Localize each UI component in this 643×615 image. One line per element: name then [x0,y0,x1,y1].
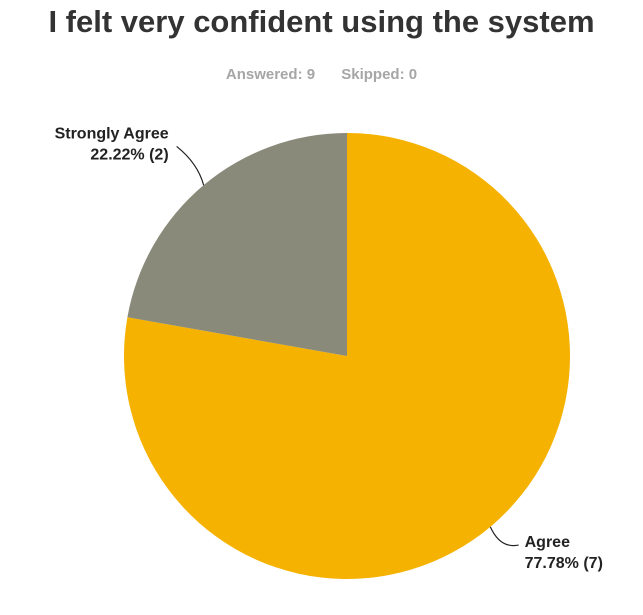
slice-label-name: Agree [525,534,570,551]
pie-slice-agree [124,133,571,579]
leader-line-strongly-agree [176,145,205,186]
leader-line-agree [489,526,519,547]
skipped-count: Skipped: 0 [341,66,418,83]
pie-slice-strongly-agree [127,133,347,356]
pie-labels: Agree 77.78% (7) Strongly Agree 22.22% (2) [55,125,603,572]
slice-label-value: 77.78% (7) [525,555,603,572]
slice-label-value: 22.22% (2) [90,146,168,163]
pie-slices [124,133,571,579]
answered-count: Answered: 9 [225,66,316,83]
chart-title: I felt very confident using the system [48,4,595,39]
response-stats: Answered: 9 Skipped: 0 [0,66,643,83]
slice-label-name: Strongly Agree [55,125,169,142]
